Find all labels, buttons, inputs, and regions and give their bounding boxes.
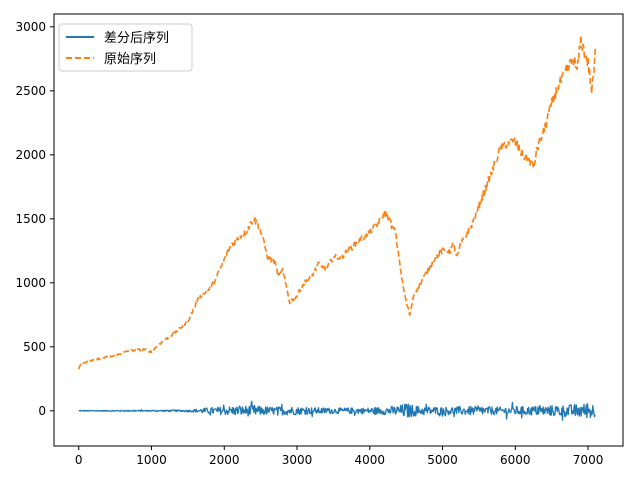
- x-tick-label: 3000: [282, 453, 313, 467]
- x-tick-label: 0: [75, 453, 83, 467]
- x-tick-label: 2000: [209, 453, 240, 467]
- x-tick-label: 7000: [573, 453, 604, 467]
- series-line-diff: [78, 400, 596, 421]
- plot-frame: [53, 13, 624, 447]
- legend-label-diff: 差分后序列: [104, 31, 169, 46]
- y-tick-label: 1000: [15, 276, 46, 290]
- y-tick-label: 3000: [15, 20, 46, 34]
- legend-label-original: 原始序列: [104, 52, 156, 67]
- y-tick-label: 2500: [15, 84, 46, 98]
- y-tick-label: 2000: [15, 148, 46, 162]
- x-tick-label: 5000: [427, 453, 458, 467]
- x-tick-label: 4000: [355, 453, 386, 467]
- y-tick-label: 1500: [15, 212, 46, 226]
- x-tick-label: 6000: [500, 453, 531, 467]
- legend-box: [58, 23, 193, 72]
- y-tick-label: 500: [23, 340, 46, 354]
- legend: 差分后序列 原始序列: [58, 23, 193, 72]
- y-tick-label: 0: [38, 404, 46, 418]
- x-tick-label: 1000: [136, 453, 167, 467]
